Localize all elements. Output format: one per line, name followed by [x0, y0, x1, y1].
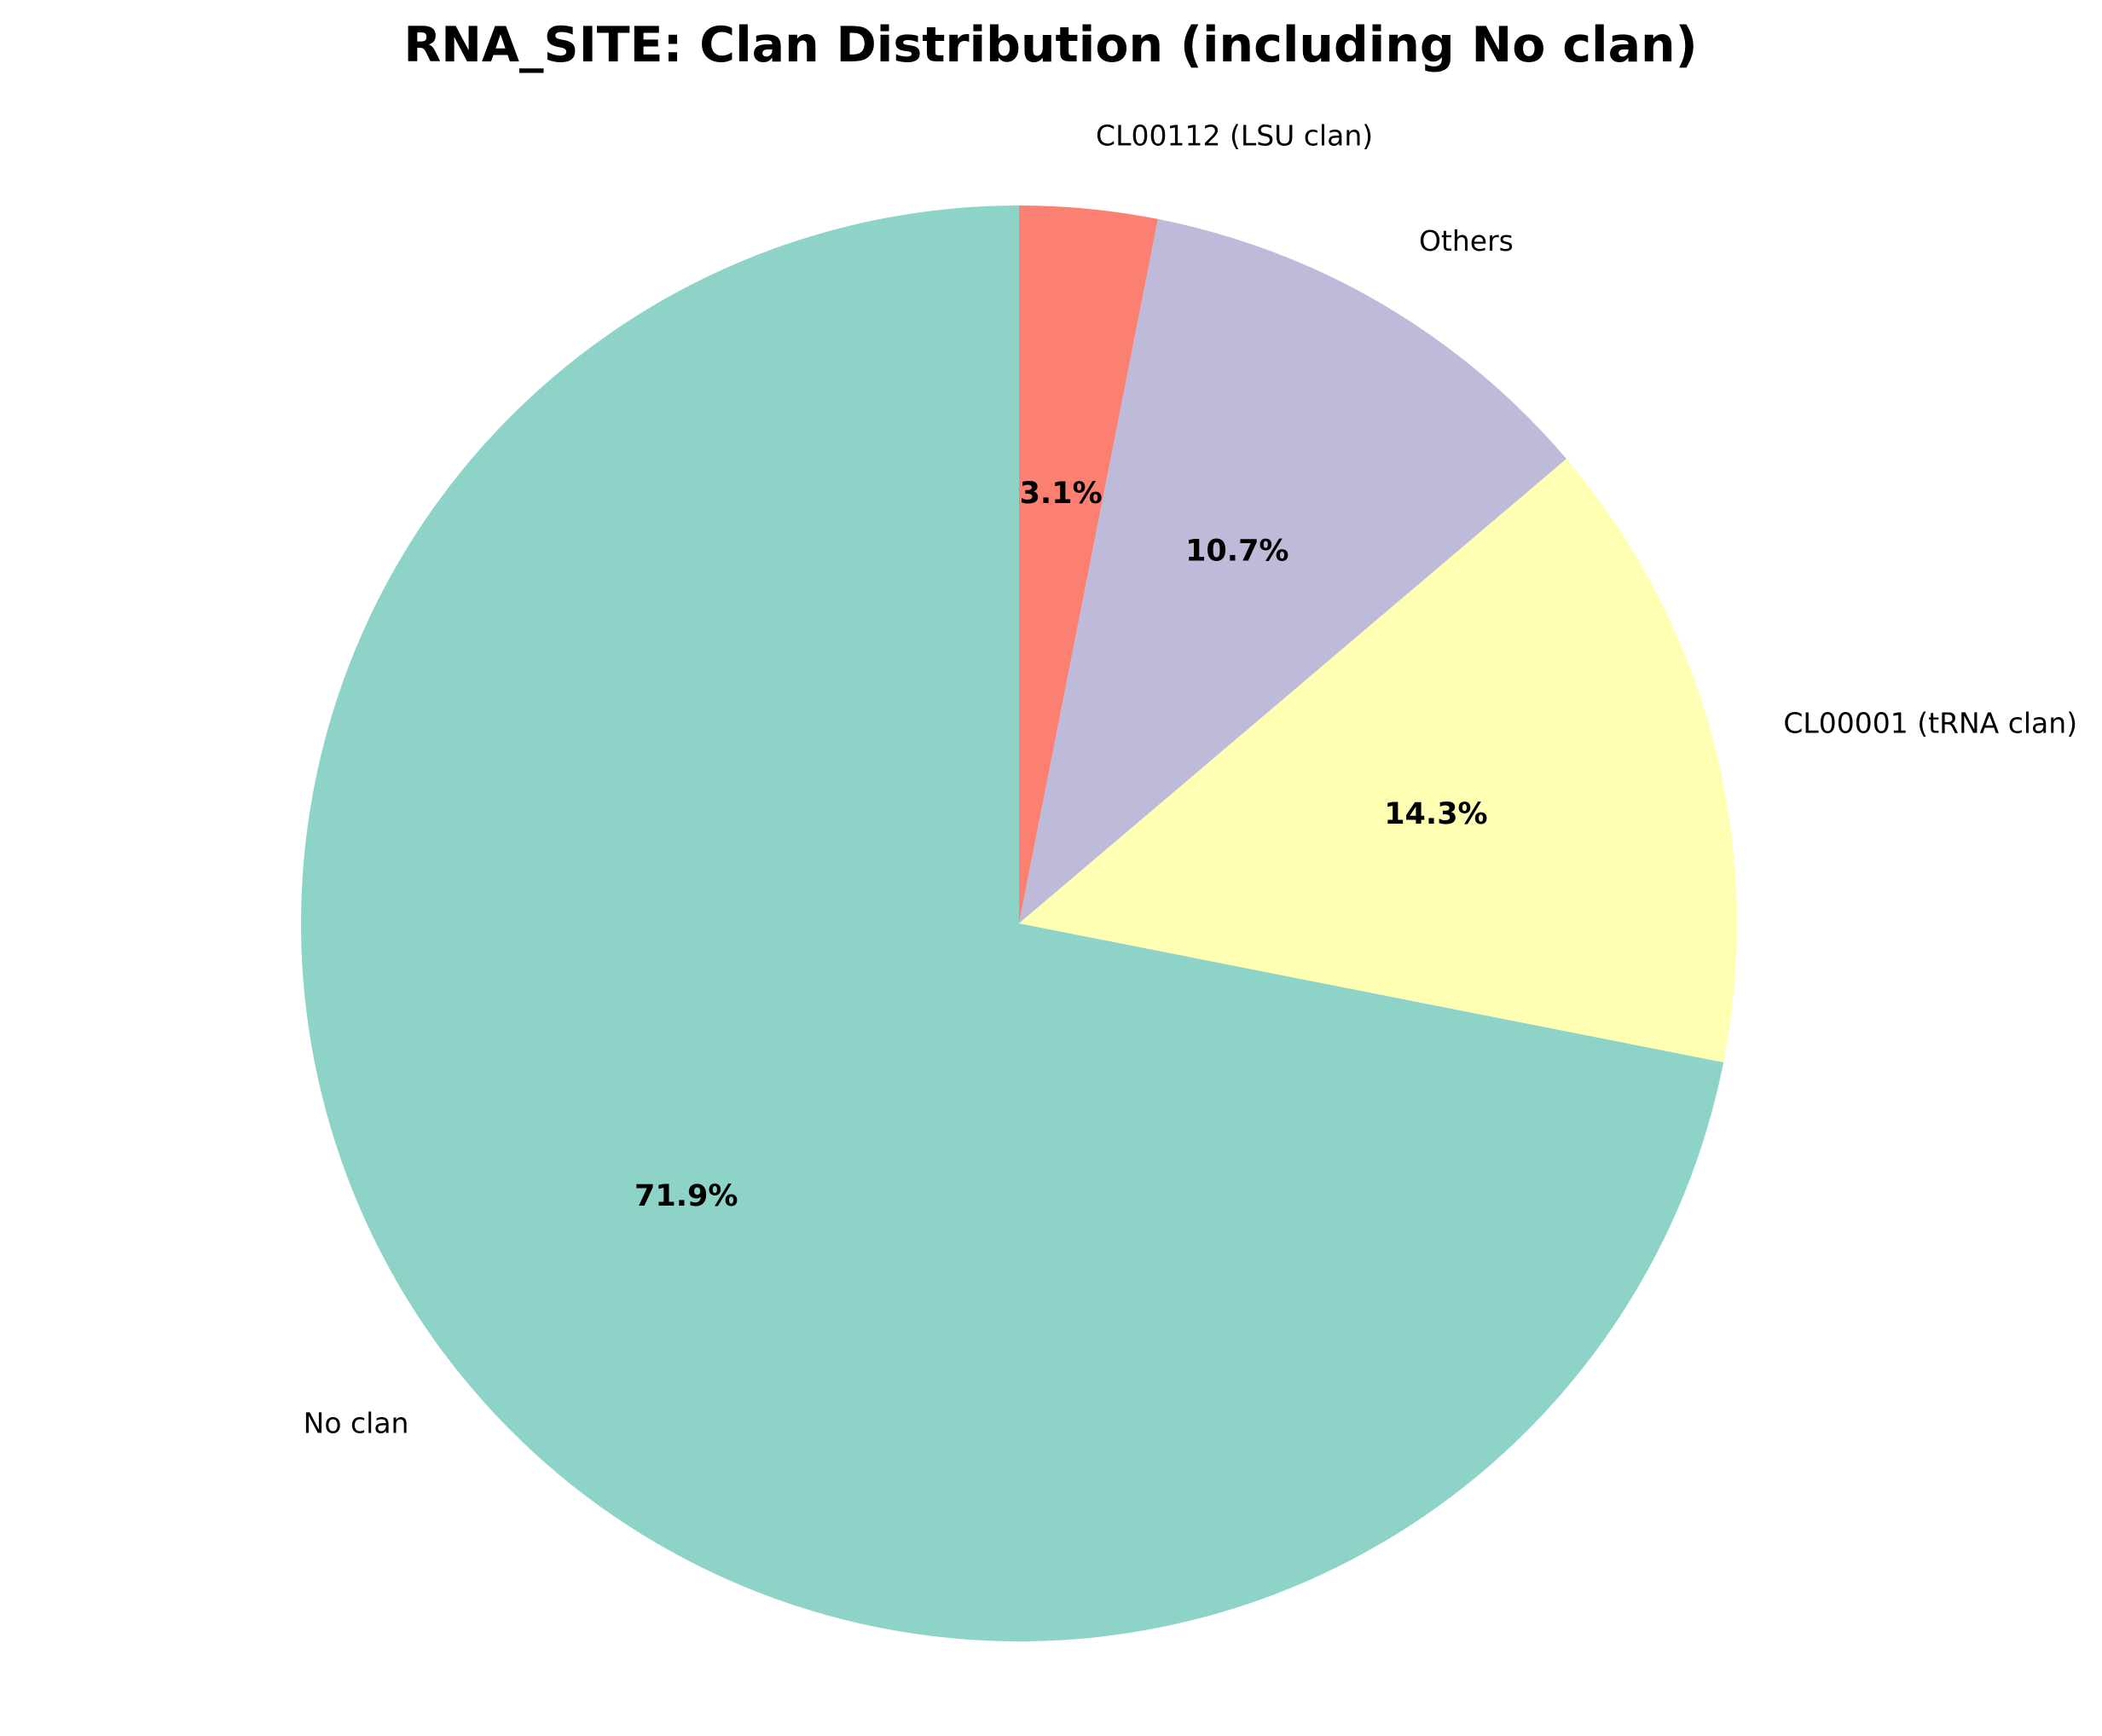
pie-slice [1019, 205, 1158, 923]
pie-labels: CL00112 (LSU clan) 3.1% Others 10.7% CL00001… [304, 119, 2077, 1440]
slice-category-label: CL00001 (tRNA clan) [1783, 706, 2077, 739]
slice-percentage-label: 3.1% [1020, 477, 1103, 511]
pie-slices [301, 205, 1738, 1642]
slice-percentage-label: 71.9% [634, 1179, 738, 1213]
pie-slice [301, 205, 1724, 1642]
pie-slice [1019, 459, 1738, 1062]
slice-category-label: CL00112 (LSU clan) [1096, 119, 1373, 153]
slice-category-label: No clan [304, 1407, 409, 1440]
slice-category-label: Others [1419, 224, 1514, 258]
slice-percentage-label: 14.3% [1384, 797, 1487, 831]
pie-slice [1019, 218, 1566, 924]
slice-percentage-label: 10.7% [1185, 534, 1288, 568]
chart-title: RNA_SITE: Clan Distribution (including N… [403, 17, 1697, 73]
